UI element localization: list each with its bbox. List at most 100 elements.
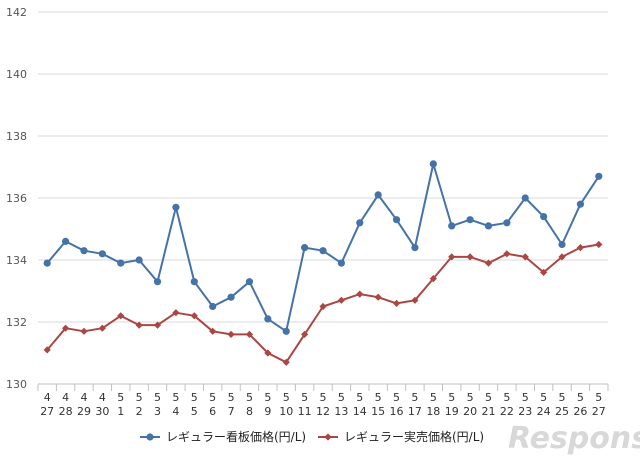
x-tick-month: 5	[375, 391, 382, 404]
data-point	[521, 253, 529, 261]
data-point	[98, 324, 106, 332]
x-tick-day: 27	[40, 405, 54, 418]
data-point	[80, 327, 88, 335]
x-tick-day: 23	[518, 405, 532, 418]
y-tick-label: 142	[6, 6, 27, 19]
x-tick-day: 14	[353, 405, 367, 418]
x-tick-day: 19	[445, 405, 459, 418]
x-tick-day: 17	[408, 405, 422, 418]
x-tick-month: 5	[154, 391, 161, 404]
data-point	[558, 253, 566, 261]
x-tick-month: 5	[320, 391, 327, 404]
data-point	[429, 275, 437, 283]
x-tick-day: 29	[77, 405, 91, 418]
data-point	[411, 244, 419, 252]
data-point	[61, 324, 70, 332]
data-point	[466, 216, 474, 224]
data-point	[227, 293, 235, 301]
data-point	[153, 321, 162, 329]
data-point	[429, 160, 437, 168]
x-tick-day: 4	[172, 405, 179, 418]
data-point	[392, 299, 401, 307]
data-point	[576, 200, 585, 208]
x-tick-day: 24	[537, 405, 551, 418]
series-2	[43, 240, 603, 366]
x-tick-month: 5	[246, 391, 253, 404]
x-tick-month: 5	[136, 391, 143, 404]
x-tick-day: 2	[136, 405, 143, 418]
legend-marker	[146, 433, 154, 441]
data-point	[576, 244, 585, 252]
x-tick-month: 4	[62, 391, 69, 404]
x-tick-day: 6	[209, 405, 216, 418]
x-tick-day: 20	[463, 405, 477, 418]
x-tick-month: 5	[503, 391, 510, 404]
x-tick-month: 5	[264, 391, 271, 404]
x-tick-day: 15	[371, 405, 385, 418]
x-tick-month: 5	[411, 391, 418, 404]
data-point	[337, 259, 345, 267]
data-point	[264, 315, 272, 323]
x-tick-month: 5	[283, 391, 290, 404]
data-point	[301, 330, 309, 338]
data-point	[337, 296, 345, 304]
data-point	[245, 330, 254, 338]
legend-label: レギュラー看板価格(円/L)	[166, 429, 306, 444]
data-point	[558, 240, 566, 249]
data-point	[521, 194, 529, 202]
data-point	[540, 213, 548, 221]
x-tick-day: 7	[228, 405, 235, 418]
data-point	[117, 259, 125, 267]
data-point	[282, 358, 290, 366]
x-tick-month: 5	[338, 391, 345, 404]
x-tick-day: 26	[573, 405, 587, 418]
x-tick-month: 5	[191, 391, 198, 404]
data-point	[227, 330, 235, 338]
x-tick-month: 5	[228, 391, 235, 404]
data-point	[117, 312, 125, 320]
data-point	[61, 237, 70, 245]
data-point	[135, 321, 143, 329]
data-point	[43, 259, 51, 267]
data-point	[484, 222, 493, 230]
x-tick-month: 4	[44, 391, 51, 404]
watermark-logo: Response.	[508, 421, 640, 456]
x-tick-day: 25	[555, 405, 569, 418]
data-point	[374, 293, 382, 301]
x-tick-day: 21	[481, 405, 495, 418]
x-tick-day: 18	[426, 405, 440, 418]
x-tick-day: 28	[59, 405, 73, 418]
x-tick-month: 5	[209, 391, 216, 404]
x-tick-month: 5	[559, 391, 566, 404]
x-tick-month: 5	[595, 391, 602, 404]
x-tick-month: 5	[467, 391, 474, 404]
series-layer	[43, 160, 603, 366]
x-tick-day: 22	[500, 405, 514, 418]
x-tick-day: 3	[154, 405, 161, 418]
data-point	[448, 222, 456, 230]
x-tick-day: 10	[279, 405, 293, 418]
x-tick-day: 27	[592, 405, 606, 418]
x-tick-month: 5	[448, 391, 455, 404]
data-point	[209, 327, 217, 335]
x-axis: 4274284294305152535455565758595105115125…	[37, 383, 609, 418]
x-tick-day: 1	[117, 405, 124, 418]
x-tick-day: 11	[298, 405, 312, 418]
data-point	[135, 256, 143, 264]
y-tick-label: 136	[6, 192, 27, 205]
data-point	[448, 253, 456, 261]
data-point	[392, 216, 401, 224]
y-axis-ticks: 130 132 134 136 138 140 142	[6, 6, 27, 391]
data-point	[595, 172, 603, 180]
y-tick-label: 134	[6, 254, 27, 267]
data-point	[374, 191, 382, 199]
legend: レギュラー看板価格(円/L) レギュラー実売価格(円/L)	[140, 429, 484, 444]
legend-marker	[324, 433, 332, 441]
data-point	[466, 253, 474, 261]
data-point	[264, 349, 272, 357]
data-point	[301, 244, 309, 252]
data-point	[503, 219, 511, 227]
data-point	[484, 259, 493, 267]
x-tick-month: 4	[99, 391, 106, 404]
data-point	[80, 247, 88, 255]
